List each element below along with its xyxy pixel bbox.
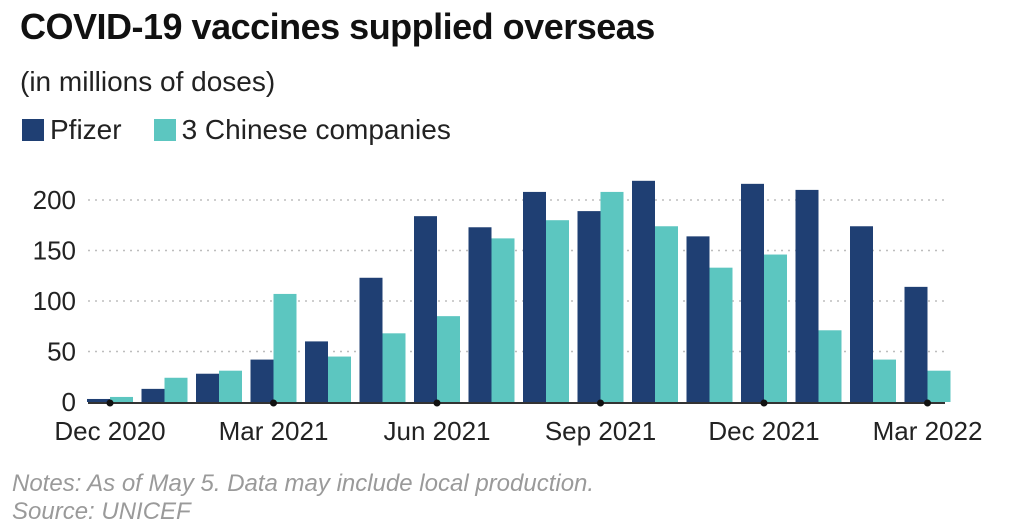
x-tick-label-5: Mar 2022: [873, 416, 983, 446]
bar-chinese-8: [546, 220, 569, 402]
source-text: Source: UNICEF: [12, 498, 191, 525]
notes-text: Notes: As of May 5. Data may include loc…: [12, 470, 595, 497]
bar-pfizer-4: [305, 341, 328, 402]
x-tick-mark-3: [597, 399, 604, 407]
bar-chart: 0 50 100 150 200 Dec 2020 Mar 2021 Jun 2021 Sep …: [33, 180, 983, 446]
x-tick-mark-0: [106, 399, 114, 407]
y-tick-label-0: 0: [62, 387, 76, 417]
bar-pfizer-9: [577, 211, 601, 402]
bar-pfizer-7: [468, 227, 492, 402]
x-tick-label-4: Dec 2021: [708, 416, 819, 446]
bar-pfizer-15: [904, 286, 928, 402]
bar-chinese-13: [818, 330, 842, 402]
bar-chinese-10: [655, 226, 678, 402]
x-tick-mark-4: [760, 399, 768, 407]
x-tick-mark-2: [433, 399, 441, 407]
bar-chinese-9: [600, 191, 624, 402]
y-tick-label-150: 150: [33, 236, 76, 266]
bar-pfizer-10: [632, 180, 655, 402]
x-tick-mark-5: [924, 399, 931, 407]
bar-pfizer-5: [359, 277, 383, 402]
chart-subtitle: (in millions of doses): [20, 66, 276, 97]
bar-chinese-2: [219, 370, 242, 402]
legend-label-chinese: 3 Chinese companies: [181, 114, 451, 145]
bar-pfizer-12: [741, 183, 764, 402]
x-tick-mark-1: [270, 399, 277, 407]
bar-chinese-1: [164, 377, 188, 402]
chart-title: COVID-19 vaccines supplied overseas: [20, 6, 655, 47]
legend-item-chinese: 3 Chinese companies: [153, 114, 451, 146]
legend-swatch-chinese: [153, 119, 176, 141]
bar-chinese-6: [437, 316, 460, 402]
legend: Pfizer 3 Chinese companies: [22, 114, 483, 146]
bar-pfizer-2: [196, 373, 219, 402]
y-tick-label-100: 100: [33, 286, 76, 316]
x-tick-label-1: Mar 2021: [219, 416, 329, 446]
y-tick-label-200: 200: [33, 185, 76, 215]
x-tick-label-3: Sep 2021: [545, 416, 656, 446]
legend-label-pfizer: Pfizer: [50, 114, 122, 145]
y-tick-label-50: 50: [47, 337, 76, 367]
x-tick-label-0: Dec 2020: [54, 416, 165, 446]
x-tick-label-2: Jun 2021: [384, 416, 491, 446]
bar-chinese-3: [273, 293, 297, 402]
bar-chinese-12: [764, 254, 787, 402]
bar-chinese-4: [328, 356, 351, 402]
bar-pfizer-13: [795, 189, 819, 402]
bar-pfizer-14: [850, 226, 873, 402]
bar-pfizer-8: [523, 191, 546, 402]
legend-swatch-pfizer: [22, 119, 44, 141]
bar-chinese-0: [110, 396, 133, 402]
bar-pfizer-0: [87, 398, 110, 402]
footer-notes: Notes: As of May 5. Data may include loc…: [12, 470, 594, 526]
bar-chinese-11: [709, 267, 733, 402]
legend-item-pfizer: Pfizer: [22, 114, 122, 146]
bar-chinese-7: [491, 238, 515, 402]
bar-pfizer-6: [414, 216, 437, 402]
bar-pfizer-1: [141, 388, 165, 402]
bar-pfizer-11: [686, 236, 710, 402]
bar-chinese-15: [927, 370, 951, 402]
bar-chinese-14: [873, 359, 896, 402]
bar-pfizer-3: [250, 359, 274, 402]
bar-chinese-5: [382, 333, 406, 402]
